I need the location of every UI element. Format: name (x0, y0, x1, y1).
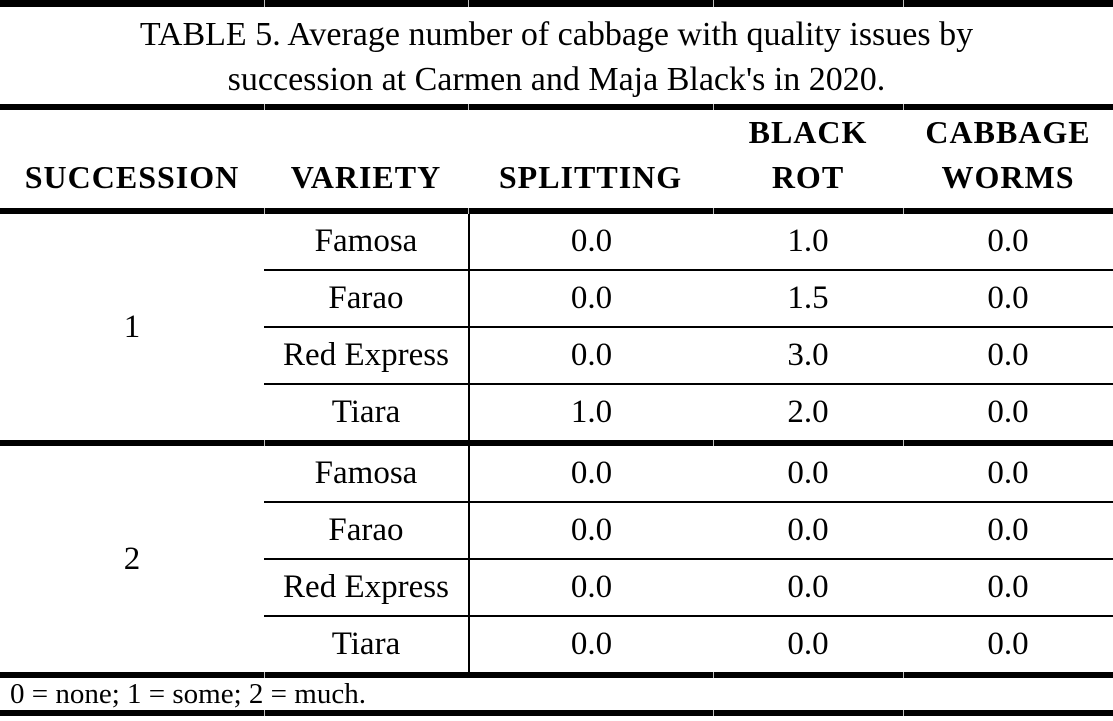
rule-gap (713, 104, 714, 110)
cell-variety: Famosa (264, 214, 468, 271)
cell-black-rot: 2.0 (787, 394, 829, 430)
rule-gap (468, 104, 469, 110)
cell-cabbage-worms: 0.0 (903, 560, 1113, 617)
rule-gap (713, 710, 714, 716)
cell-black-rot: 3.0 (713, 328, 903, 385)
cell-variety: Farao (264, 503, 468, 560)
cell-cabbage-worms: 0.0 (903, 503, 1113, 560)
cell-variety: Red Express (264, 328, 468, 385)
rule-gap (713, 672, 714, 678)
cell-variety: Red Express (264, 560, 468, 617)
cell-splitting: 0.0 (468, 617, 713, 672)
rule-gap (713, 208, 714, 214)
rule-gap (903, 0, 904, 7)
cell-splitting: 0.0 (468, 214, 713, 271)
rule-gap (264, 440, 265, 446)
succession-cell: 1 (123, 308, 141, 345)
rule-gap (903, 710, 904, 716)
succession-group-2: 2 Famosa 0.0 0.0 0.0 Farao 0.0 0.0 0.0 R… (0, 446, 1113, 672)
bottom-border-rule (0, 710, 1113, 716)
cell-black-rot: 0.0 (787, 626, 829, 662)
cell-splitting: 0.0 (468, 560, 713, 617)
column-header-black-rot: BLACK ROT (748, 114, 868, 195)
rule-gap (903, 672, 904, 678)
cell-black-rot: 1.0 (713, 214, 903, 271)
cell-variety: Famosa (264, 446, 468, 503)
cell-cabbage-worms: 0.0 (903, 446, 1113, 503)
rule-gap (264, 672, 265, 678)
cell-cabbage-worms: 0.0 (987, 626, 1029, 662)
succession-separator-rule (0, 440, 1113, 446)
succession-cell: 2 (123, 540, 141, 577)
rule-gap (468, 0, 469, 7)
rule-gap (903, 104, 904, 110)
cell-variety: Tiara (331, 394, 401, 430)
cell-cabbage-worms: 0.0 (903, 328, 1113, 385)
body-bottom-rule (0, 672, 1113, 678)
table-title: TABLE 5. Average number of cabbage with … (139, 16, 974, 98)
rule-gap (713, 0, 714, 7)
cell-cabbage-worms: 0.0 (987, 394, 1029, 430)
cell-variety: Farao (264, 271, 468, 328)
cell-black-rot: 1.5 (713, 271, 903, 328)
cell-splitting: 0.0 (468, 328, 713, 385)
header-rule (0, 208, 1113, 214)
rule-gap (713, 440, 714, 446)
rule-gap (903, 440, 904, 446)
cell-cabbage-worms: 0.0 (903, 271, 1113, 328)
cell-black-rot: 0.0 (713, 560, 903, 617)
cell-splitting: 0.0 (468, 503, 713, 560)
column-header-cabbage-worms: CABBAGE WORMS (925, 114, 1091, 195)
cell-black-rot: 0.0 (713, 503, 903, 560)
cell-splitting: 0.0 (468, 446, 713, 503)
top-border-rule (0, 0, 1113, 7)
table-header-row: SUCCESSION VARIETY SPLITTING BLACK ROT C… (0, 110, 1113, 208)
rule-gap (903, 208, 904, 214)
column-header-succession: SUCCESSION (24, 159, 240, 195)
cell-cabbage-worms: 0.0 (903, 214, 1113, 271)
cell-black-rot: 0.0 (713, 446, 903, 503)
rule-gap (264, 0, 265, 7)
rule-gap (468, 208, 469, 214)
rule-gap (264, 104, 265, 110)
rule-gap (264, 710, 265, 716)
rule-gap (264, 208, 265, 214)
cell-splitting: 1.0 (468, 385, 713, 440)
column-header-splitting: SPLITTING (498, 159, 683, 195)
column-header-variety: VARIETY (290, 159, 442, 195)
title-rule (0, 104, 1113, 110)
succession-group-1: 1 Famosa 0.0 1.0 0.0 Farao 0.0 1.5 0.0 R… (0, 214, 1113, 440)
cell-variety: Tiara (331, 626, 401, 662)
cell-splitting: 0.0 (468, 271, 713, 328)
table-legend: 0 = none; 1 = some; 2 = much. (10, 677, 366, 710)
